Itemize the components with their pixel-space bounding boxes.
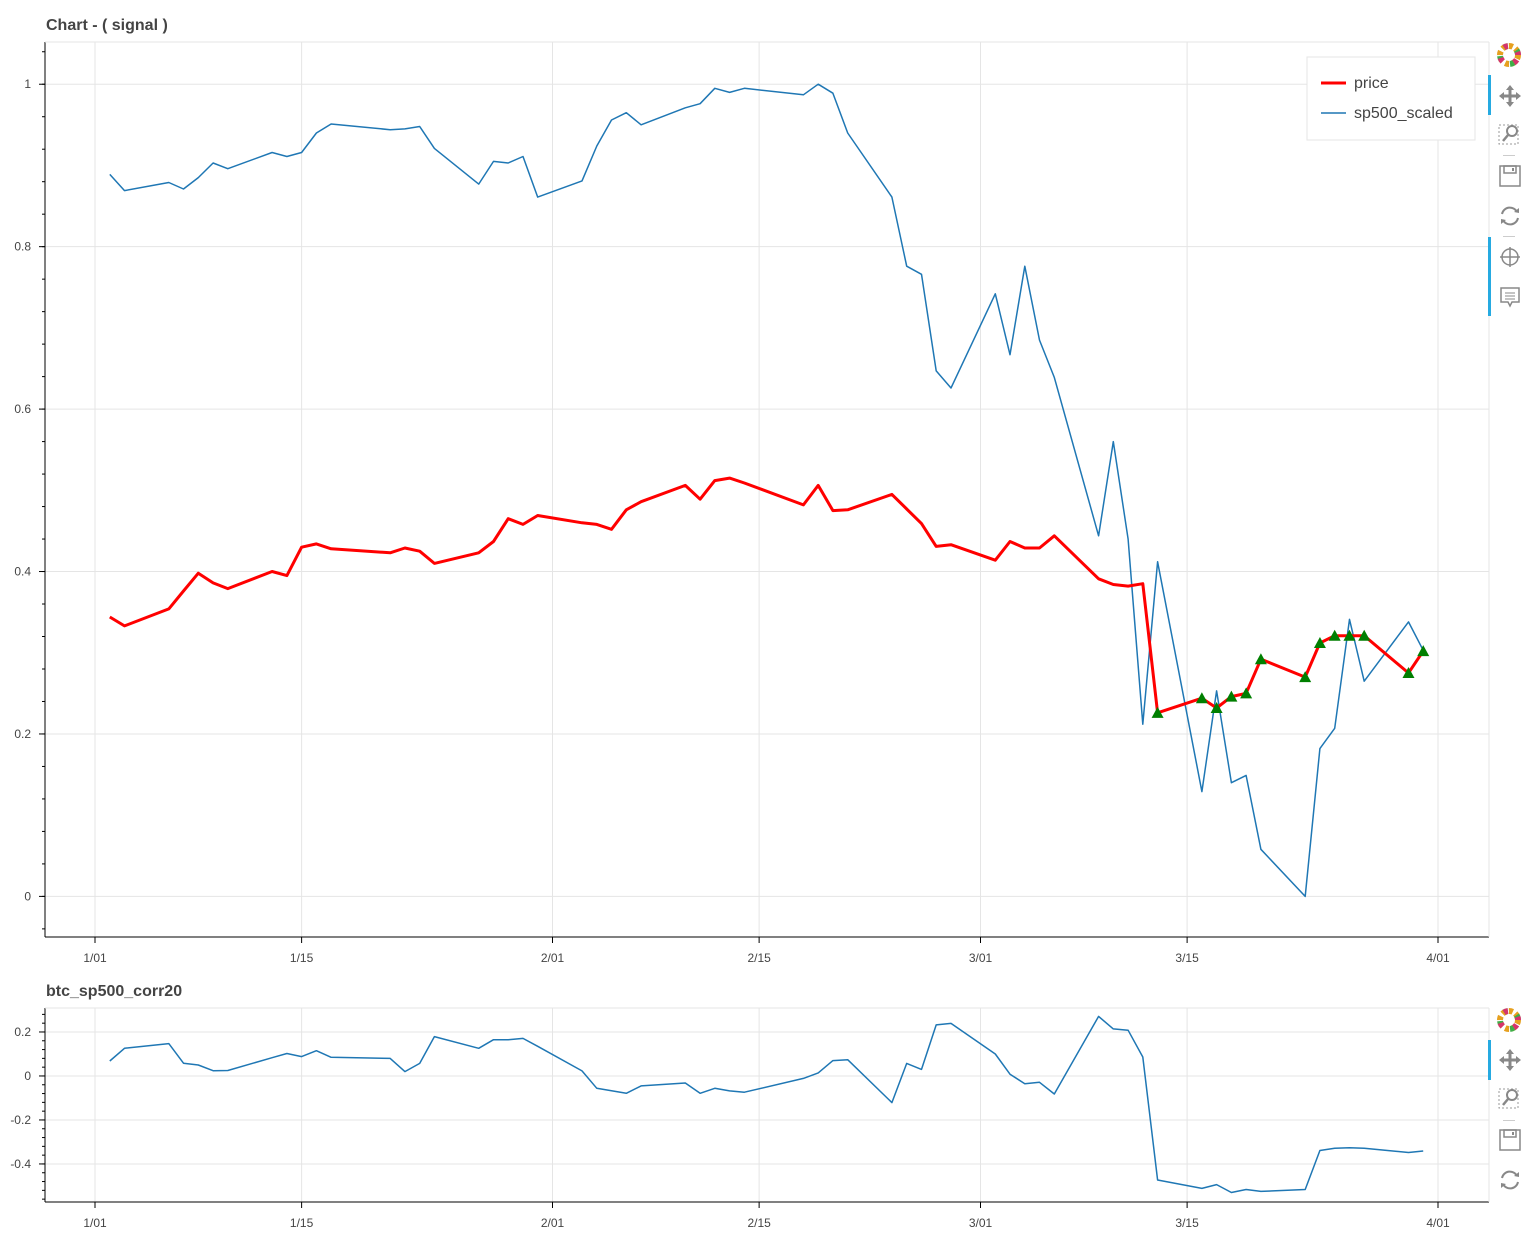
crosshair-tool-icon[interactable] <box>1497 244 1523 270</box>
y-tick-label: -0.2 <box>10 1113 31 1127</box>
legend-box <box>1306 56 1476 141</box>
x-tick-label: 2/01 <box>541 1216 565 1230</box>
pan-tool-icon[interactable] <box>1497 1047 1523 1073</box>
box-zoom-tool-icon[interactable] <box>1497 121 1523 147</box>
signal-plot[interactable]: 1/01 1/15 2/01 2/15 3/01 3/15 4/01 0 0.2 0.4 0.6 0.… <box>14 41 1490 965</box>
signal-marker-triangle <box>1343 629 1356 641</box>
pan-active-indicator <box>1488 1040 1491 1080</box>
reset-tool-icon[interactable] <box>1497 1167 1523 1193</box>
reset-tool-icon[interactable] <box>1497 203 1523 229</box>
y-tick-label: 0.2 <box>14 727 31 741</box>
y-tick-label: 0.6 <box>14 402 31 416</box>
legend-label-price: price <box>1354 75 1389 92</box>
corr-plot[interactable]: 1/01 1/15 2/01 2/15 3/01 3/15 4/01 -0.4 -0.2 0 0.2 <box>10 1007 1490 1230</box>
signal-marker-triangle <box>1299 671 1312 683</box>
x-tick-label: 1/15 <box>290 951 314 965</box>
save-tool-icon[interactable] <box>1497 1127 1523 1153</box>
pan-tool-icon[interactable] <box>1497 83 1523 109</box>
toolbar-divider <box>1503 236 1515 237</box>
signal-marker-triangle <box>1225 690 1238 702</box>
y-tick-label: 1 <box>24 77 31 91</box>
x-tick-label: 1/15 <box>290 1216 314 1230</box>
y-tick-label: -0.4 <box>10 1157 31 1171</box>
box-zoom-tool-icon[interactable] <box>1497 1085 1523 1111</box>
y-tick-label: 0 <box>24 889 31 903</box>
signal-marker-triangle <box>1358 629 1371 641</box>
pan-active-indicator <box>1488 75 1491 115</box>
bokeh-logo-icon[interactable] <box>1496 42 1522 68</box>
y-tick-label: 0 <box>24 1069 31 1083</box>
x-tick-label: 2/15 <box>747 951 771 965</box>
legend-label-sp500: sp500_scaled <box>1354 105 1453 122</box>
signal-marker-triangle <box>1195 692 1208 704</box>
signal-marker-triangle <box>1313 636 1326 648</box>
signal-marker-triangle <box>1151 706 1164 718</box>
x-tick-label: 2/15 <box>747 1216 771 1230</box>
series-line-price <box>109 476 1425 715</box>
signal-marker-triangle <box>1254 653 1267 665</box>
x-tick-label: 3/01 <box>969 1216 993 1230</box>
toolbar-divider <box>1503 155 1515 156</box>
x-tick-label: 1/01 <box>83 1216 107 1230</box>
signal-marker-triangle <box>1240 687 1253 699</box>
inspect-active-indicator <box>1488 237 1491 316</box>
signal-marker-triangle <box>1328 629 1341 641</box>
x-tick-label: 4/01 <box>1426 951 1450 965</box>
y-tick-label: 0.2 <box>14 1025 31 1039</box>
series-line-btc-sp500-corr20 <box>109 1015 1424 1194</box>
x-tick-label: 4/01 <box>1426 1216 1450 1230</box>
y-tick-label: 0.4 <box>14 565 31 579</box>
x-tick-label: 3/15 <box>1175 1216 1199 1230</box>
x-tick-label: 2/01 <box>541 951 565 965</box>
signal-marker-triangle <box>1210 701 1223 713</box>
signal-marker-triangle <box>1417 645 1430 657</box>
y-tick-label: 0.8 <box>14 240 31 254</box>
signal-marker-triangle <box>1402 667 1415 679</box>
legend: price sp500_scaled <box>1306 56 1476 141</box>
hover-tool-icon[interactable] <box>1497 284 1523 310</box>
bokeh-logo-icon[interactable] <box>1496 1007 1522 1033</box>
x-tick-label: 3/01 <box>969 951 993 965</box>
save-tool-icon[interactable] <box>1497 163 1523 189</box>
x-tick-label: 1/01 <box>83 951 107 965</box>
x-tick-label: 3/15 <box>1175 951 1199 965</box>
corr-chart-title: btc_sp500_corr20 <box>46 983 183 1000</box>
chart-title: Chart - ( signal ) <box>46 17 168 34</box>
toolbar-divider <box>1503 1120 1515 1121</box>
